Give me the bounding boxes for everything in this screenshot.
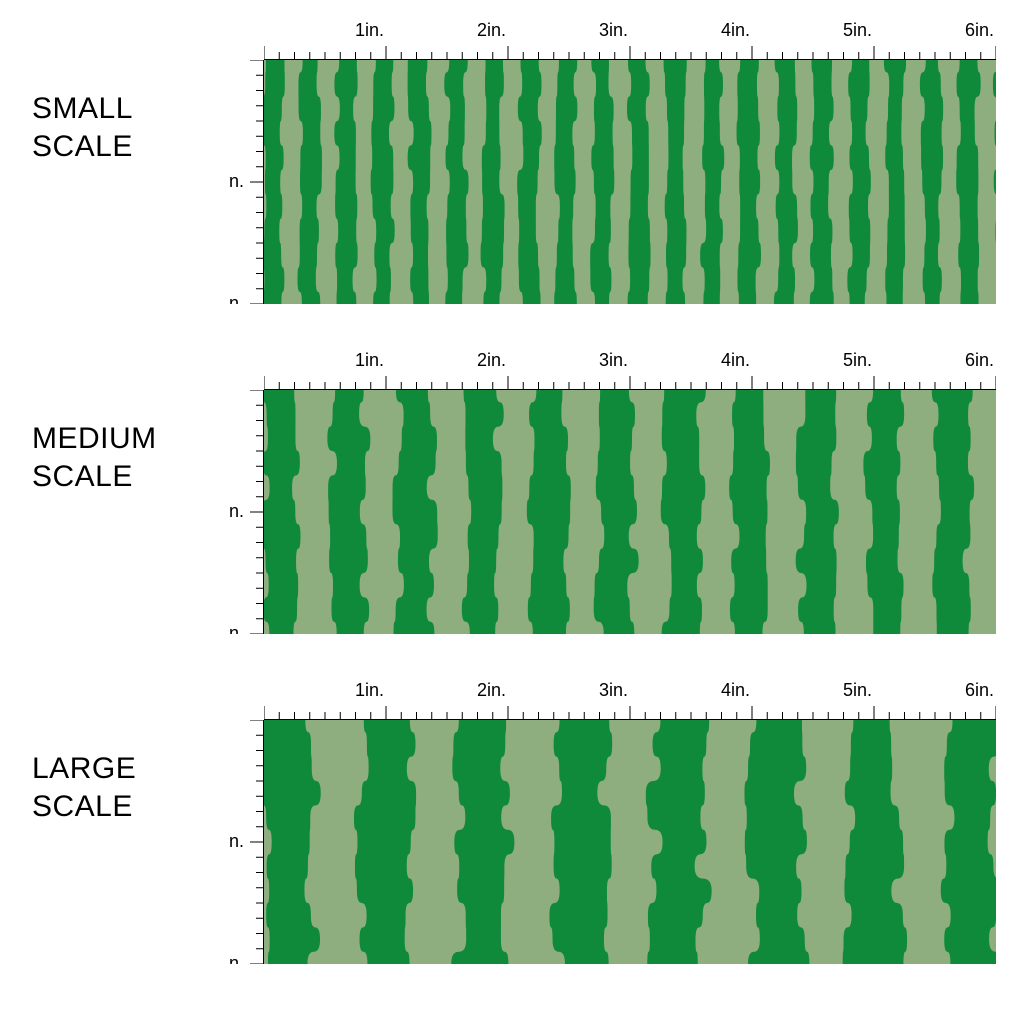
h-ruler-label: 1in.	[355, 680, 384, 700]
panel-label: MEDIUMSCALE	[32, 420, 157, 495]
pattern-swatch	[264, 60, 996, 304]
vertical-ruler: 1in. 2in.	[228, 390, 264, 634]
watermelon-stripe	[527, 390, 571, 634]
h-ruler-label: 1in.	[355, 20, 384, 40]
watermelon-stripe	[956, 60, 980, 304]
h-ruler-label: 4in.	[721, 20, 750, 40]
panel-label-line2: SCALE	[32, 458, 157, 496]
watermelon-stripe	[737, 60, 761, 304]
h-ruler-label: 5in.	[843, 680, 872, 700]
horizontal-ruler: 1in. 2in. 3in. 4in. 5in. 6in.	[264, 350, 996, 390]
panel-label-line2: SCALE	[32, 128, 133, 166]
vertical-ruler: 1in. 2in.	[228, 60, 264, 304]
v-ruler-label: 1in.	[228, 831, 244, 851]
panel-label-line1: MEDIUM	[32, 420, 157, 458]
vertical-ruler: 1in. 2in.	[228, 720, 264, 964]
panel-label: SMALLSCALE	[32, 90, 133, 165]
v-ruler-label: 2in.	[228, 953, 244, 964]
h-ruler-label: 3in.	[599, 20, 628, 40]
panel-small: SMALLSCALE 1in. 2in. 3in. 4in. 5in. 6in. 1in. 2i…	[0, 20, 1024, 304]
watermelon-stripe	[334, 60, 357, 304]
panel-label-line1: SMALL	[32, 90, 133, 128]
panel-label-line1: LARGE	[32, 750, 136, 788]
panel-large: LARGESCALE 1in. 2in. 3in. 4in. 5in. 6in. 1in. 2i…	[0, 680, 1024, 964]
h-ruler-label: 4in.	[721, 350, 750, 370]
h-ruler-label: 5in.	[843, 350, 872, 370]
pattern-swatch	[264, 720, 996, 964]
page: { "layout": { "page_w": 1024, "page_h": …	[0, 0, 1024, 1024]
h-ruler-label: 6in.	[965, 350, 994, 370]
sample-wrap: 1in. 2in. 3in. 4in. 5in. 6in.1in. 2in.	[264, 20, 996, 304]
panel-medium: MEDIUMSCALE 1in. 2in. 3in. 4in. 5in. 6in. 1in. 2…	[0, 350, 1024, 634]
v-ruler-label: 2in.	[228, 293, 244, 304]
h-ruler-label: 4in.	[721, 680, 750, 700]
h-ruler-label: 6in.	[965, 680, 994, 700]
h-ruler-label: 5in.	[843, 20, 872, 40]
h-ruler-label: 2in.	[477, 20, 506, 40]
panel-label-line2: SCALE	[32, 788, 136, 826]
v-ruler-label: 2in.	[228, 623, 244, 634]
v-ruler-label: 1in.	[228, 501, 244, 521]
panel-label: LARGESCALE	[32, 750, 136, 825]
horizontal-ruler: 1in. 2in. 3in. 4in. 5in. 6in.	[264, 680, 996, 720]
h-ruler-label: 2in.	[477, 350, 506, 370]
watermelon-stripe	[549, 720, 612, 964]
watermelon-stripe	[264, 390, 300, 634]
h-ruler-label: 3in.	[599, 350, 628, 370]
sample-wrap: 1in. 2in. 3in. 4in. 5in. 6in.1in. 2in.	[264, 350, 996, 634]
h-ruler-label: 6in.	[965, 20, 994, 40]
pattern-swatch	[264, 390, 996, 634]
h-ruler-label: 1in.	[355, 350, 384, 370]
sample-wrap: 1in. 2in. 3in. 4in. 5in. 6in.1in. 2in.	[264, 680, 996, 964]
v-ruler-label: 1in.	[228, 171, 244, 191]
h-ruler-label: 3in.	[599, 680, 628, 700]
horizontal-ruler: 1in. 2in. 3in. 4in. 5in. 6in.	[264, 20, 996, 60]
h-ruler-label: 2in.	[477, 680, 506, 700]
